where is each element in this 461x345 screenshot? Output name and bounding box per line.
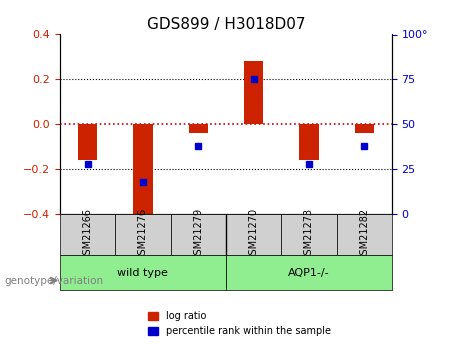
FancyBboxPatch shape — [60, 214, 115, 255]
FancyBboxPatch shape — [226, 214, 281, 255]
Title: GDS899 / H3018D07: GDS899 / H3018D07 — [147, 17, 305, 32]
Text: GSM21279: GSM21279 — [193, 208, 203, 261]
Text: GSM21282: GSM21282 — [359, 208, 369, 261]
FancyBboxPatch shape — [281, 214, 337, 255]
Text: GSM21266: GSM21266 — [83, 208, 93, 261]
Text: GSM21276: GSM21276 — [138, 208, 148, 261]
FancyBboxPatch shape — [60, 255, 226, 290]
Bar — [244, 61, 263, 124]
Text: GSM21270: GSM21270 — [248, 208, 259, 261]
Text: GSM21273: GSM21273 — [304, 208, 314, 261]
Bar — [189, 124, 208, 133]
Text: AQP1-/-: AQP1-/- — [288, 268, 330, 277]
FancyBboxPatch shape — [115, 214, 171, 255]
Text: wild type: wild type — [118, 268, 168, 277]
Bar — [299, 124, 319, 160]
FancyBboxPatch shape — [171, 214, 226, 255]
Legend: log ratio, percentile rank within the sample: log ratio, percentile rank within the sa… — [145, 307, 335, 340]
Bar — [133, 124, 153, 221]
Bar — [78, 124, 97, 160]
FancyBboxPatch shape — [226, 255, 392, 290]
FancyBboxPatch shape — [337, 214, 392, 255]
Bar — [355, 124, 374, 133]
Text: genotype/variation: genotype/variation — [5, 276, 104, 286]
